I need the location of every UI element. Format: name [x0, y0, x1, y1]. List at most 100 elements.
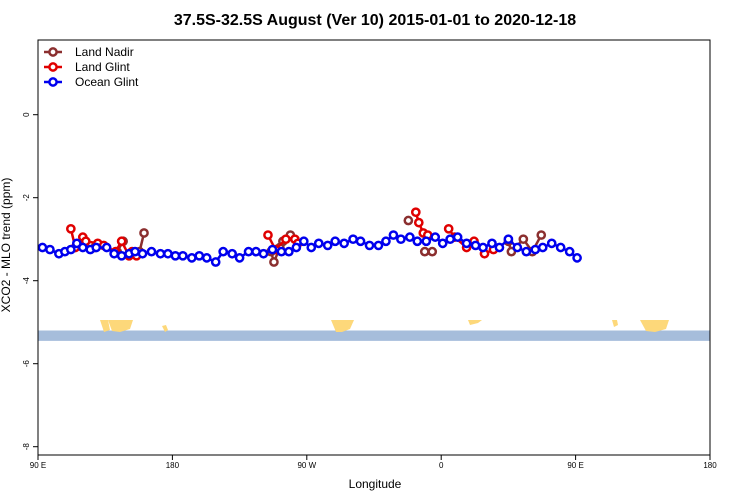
data-point-ocean-glint	[564, 246, 575, 257]
legend-marker-land-glint	[48, 62, 58, 72]
data-point-ocean-glint	[201, 253, 212, 263]
data-point-ocean-glint	[45, 244, 55, 255]
data-point-ocean-glint	[234, 253, 245, 263]
data-point-ocean-glint	[306, 242, 317, 253]
data-point-ocean-glint	[530, 244, 541, 255]
data-point-ocean-glint	[130, 246, 140, 257]
data-point-ocean-glint	[512, 242, 523, 253]
data-point-ocean-glint	[218, 246, 229, 257]
data-point-land-glint	[116, 236, 127, 247]
plot-frame	[37, 39, 711, 456]
x-tick-label: 180	[166, 461, 180, 470]
data-point-ocean-glint	[322, 240, 333, 251]
legend-label-ocean-glint: Ocean Glint	[75, 75, 139, 89]
data-point-ocean-glint	[339, 238, 349, 249]
legend-label-land-nadir: Land Nadir	[75, 45, 134, 59]
legend-marker-land-nadir	[48, 47, 58, 57]
data-point-ocean-glint	[313, 238, 324, 249]
data-point-ocean-glint	[243, 246, 254, 257]
y-tick-label: -6	[22, 360, 31, 368]
x-tick-label: 90 E	[567, 461, 583, 470]
data-point-ocean-glint	[194, 250, 205, 261]
data-point-ocean-glint	[364, 240, 375, 251]
y-tick-label: -8	[22, 443, 31, 451]
map-land-shape	[640, 320, 669, 332]
data-point-ocean-glint	[66, 244, 76, 255]
data-point-ocean-glint	[348, 234, 358, 245]
data-point-ocean-glint	[146, 246, 157, 257]
data-point-land-glint	[413, 217, 424, 228]
background-map-band	[38, 320, 710, 341]
data-point-ocean-glint	[381, 236, 391, 247]
data-point-ocean-glint	[503, 234, 514, 245]
data-point-land-nadir	[518, 234, 529, 245]
data-point-ocean-glint	[546, 238, 557, 249]
y-tick-label: -4	[22, 277, 31, 285]
data-point-land-nadir	[536, 230, 547, 240]
data-point-ocean-glint	[396, 234, 406, 245]
data-point-ocean-glint	[461, 238, 472, 249]
data-point-land-nadir	[269, 257, 279, 267]
data-point-ocean-glint	[478, 242, 488, 253]
data-point-ocean-glint	[178, 250, 188, 261]
y-axis: 0 -2 -4 -6 -8	[22, 112, 38, 450]
data-point-ocean-glint	[572, 253, 582, 263]
data-point-ocean-glint	[298, 236, 309, 247]
legend-label-land-glint: Land Glint	[75, 60, 130, 74]
data-point-ocean-glint	[109, 248, 120, 259]
data-point-ocean-glint	[276, 246, 287, 257]
data-point-land-glint	[281, 234, 291, 245]
data-point-land-glint	[66, 223, 76, 234]
data-point-ocean-glint	[116, 250, 127, 261]
data-point-ocean-glint	[291, 242, 302, 253]
map-land-shape	[162, 325, 168, 332]
data-point-ocean-glint	[373, 240, 384, 251]
data-point-ocean-glint	[404, 232, 415, 242]
data-point-ocean-glint	[452, 232, 463, 242]
map-land-shape	[108, 320, 133, 332]
data-point-ocean-glint	[258, 248, 269, 259]
x-tick-label: 90 W	[297, 461, 316, 470]
data-point-ocean-glint	[210, 257, 221, 267]
data-point-land-glint	[443, 223, 454, 234]
x-axis-label: Longitude	[349, 477, 402, 491]
chart-title: 37.5S-32.5S August (Ver 10) 2015-01-01 t…	[174, 12, 576, 29]
data-series-layer	[37, 207, 582, 267]
data-point-ocean-glint	[494, 242, 505, 253]
data-point-land-nadir	[419, 246, 430, 257]
data-point-ocean-glint	[521, 246, 532, 257]
map-land-shape	[100, 320, 110, 332]
data-point-ocean-glint	[437, 238, 448, 249]
data-point-ocean-glint	[137, 248, 148, 259]
map-land-shape	[468, 320, 482, 325]
y-axis-label: XCO2 - MLO trend (ppm)	[0, 178, 13, 313]
data-point-ocean-glint	[170, 250, 181, 261]
data-point-ocean-glint	[101, 242, 112, 253]
data-point-land-glint	[263, 230, 273, 240]
x-axis: 90 E 180 90 W 0 90 E 180	[30, 455, 717, 470]
y-tick-label: 0	[22, 112, 31, 117]
data-point-ocean-glint	[186, 253, 197, 263]
data-point-ocean-glint	[430, 232, 441, 242]
data-point-ocean-glint	[155, 248, 166, 259]
data-point-ocean-glint	[251, 246, 261, 257]
data-point-land-nadir	[403, 215, 414, 226]
data-point-land-glint	[410, 207, 421, 218]
data-point-ocean-glint	[555, 242, 566, 253]
x-tick-label: 0	[439, 461, 444, 470]
data-point-ocean-glint	[267, 244, 278, 255]
data-point-ocean-glint	[388, 230, 399, 240]
data-point-ocean-glint	[355, 236, 366, 247]
y-tick-label: -2	[22, 194, 31, 202]
legend-marker-ocean-glint	[48, 77, 58, 87]
data-point-ocean-glint	[37, 242, 48, 253]
data-point-ocean-glint	[77, 242, 88, 253]
data-point-ocean-glint	[227, 248, 237, 259]
x-tick-label: 90 E	[30, 461, 46, 470]
x-tick-label: 180	[703, 461, 717, 470]
data-point-ocean-glint	[487, 238, 497, 249]
data-point-ocean-glint	[421, 236, 432, 247]
data-point-ocean-glint	[470, 240, 481, 251]
